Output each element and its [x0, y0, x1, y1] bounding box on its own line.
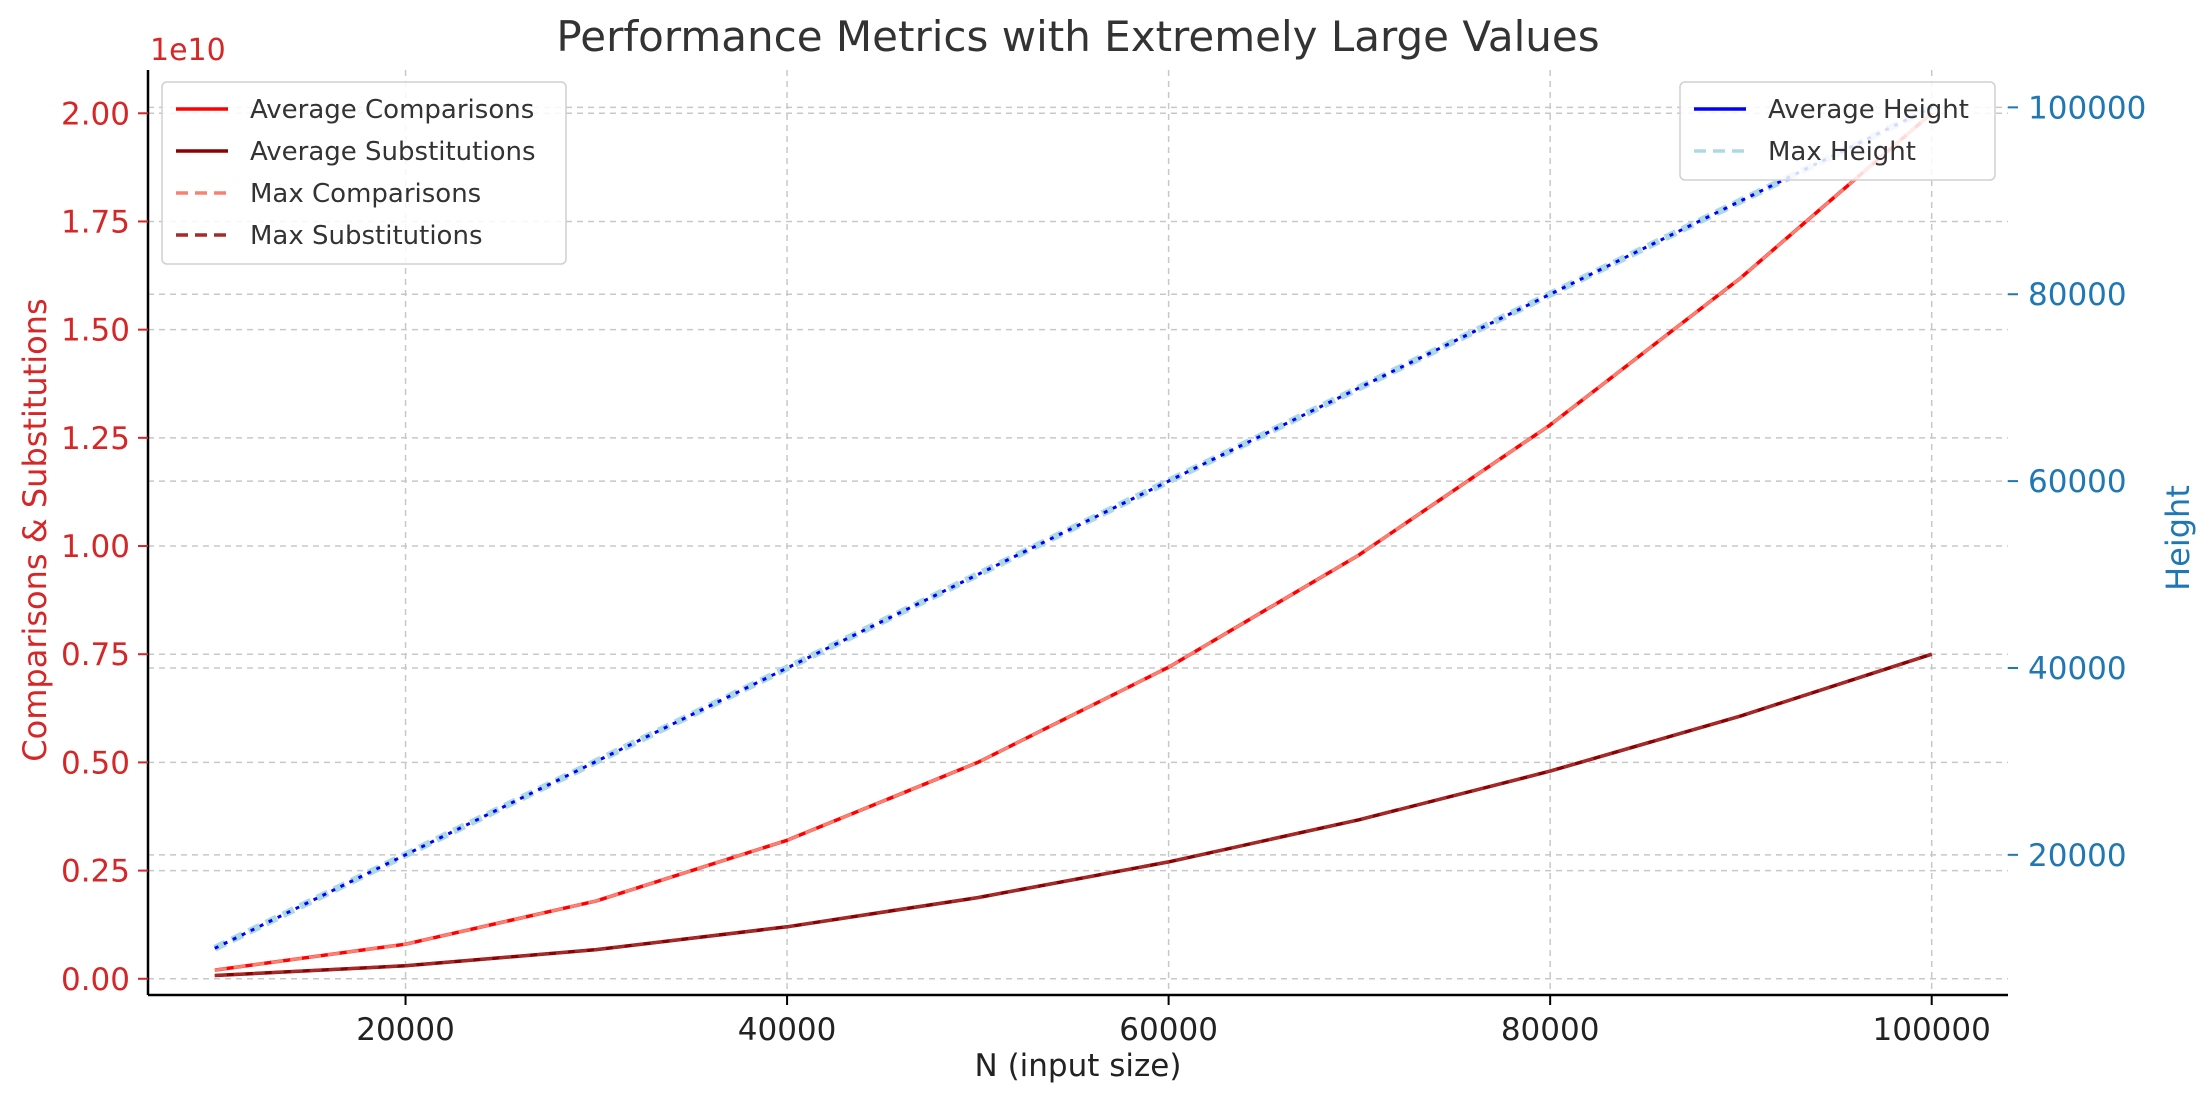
y-left-tick-label: 0.00 — [61, 962, 130, 998]
y-left-axis-label: Comparisons & Substitutions — [16, 298, 54, 761]
legend-label-max-substitutions: Max Substitutions — [250, 221, 483, 251]
y-left-tick-label: 1.75 — [61, 204, 130, 240]
legend-label-max-comparisons: Max Comparisons — [250, 179, 481, 209]
y-left-tick-label: 1.25 — [61, 421, 130, 457]
legend-box — [1679, 81, 1996, 181]
legend-label-average-height: Average Height — [1768, 95, 1969, 125]
tick-labels: 20000 40000 60000 80000 100000 0.00 0.25 0.50 0.… — [61, 90, 2146, 1048]
left-axis-multiplier: 1e10 — [150, 33, 226, 68]
series-line-max-height — [213, 104, 1934, 952]
legend-right: Average Height Max Height — [1679, 81, 1996, 181]
x-tick-label: 40000 — [738, 1012, 837, 1048]
y-right-tick-label: 100000 — [2028, 90, 2146, 126]
legend-box — [161, 81, 567, 265]
x-tick-label: 20000 — [356, 1012, 455, 1048]
series-lines — [213, 104, 1934, 978]
legend-label-average-comparisons: Average Comparisons — [250, 95, 534, 125]
y-right-tick-label: 60000 — [2028, 464, 2127, 500]
y-left-tick-label: 0.25 — [61, 854, 130, 890]
series-line-max-comparisons — [214, 112, 1933, 972]
y-left-tick-label: 2.00 — [61, 96, 130, 132]
y-left-tick-label: 1.00 — [61, 529, 130, 565]
y-left-tick-label: 0.50 — [61, 745, 130, 781]
series-line-max-substitutions — [214, 652, 1933, 977]
y-right-axis-label: Height — [2159, 485, 2197, 591]
y-left-tick-label: 1.50 — [61, 313, 130, 349]
x-tick-label: 60000 — [1119, 1012, 1218, 1048]
y-right-tick-label: 20000 — [2028, 838, 2127, 874]
y-right-tick-label: 40000 — [2028, 651, 2127, 687]
chart-title: Performance Metrics with Extremely Large… — [556, 12, 1599, 61]
legend-label-max-height: Max Height — [1768, 137, 1916, 167]
y-left-tick-label: 0.75 — [61, 637, 130, 673]
legend-left: Average Comparisons Average Substitutions… — [161, 81, 567, 265]
legend-label-average-substitutions: Average Substitutions — [250, 137, 536, 167]
y-right-tick-label: 80000 — [2028, 277, 2127, 313]
series-line-average-height — [214, 106, 1933, 950]
x-tick-label: 80000 — [1501, 1012, 1600, 1048]
x-tick-label: 100000 — [1873, 1012, 1991, 1048]
axes — [138, 70, 2018, 1005]
x-axis-label: N (input size) — [975, 1048, 1182, 1084]
